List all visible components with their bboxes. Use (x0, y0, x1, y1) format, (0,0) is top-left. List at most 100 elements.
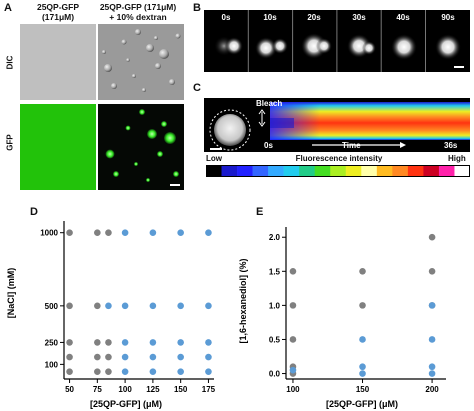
colorbar-cell (206, 165, 222, 177)
dic-image-droplets (98, 24, 184, 100)
colorbar-cell (407, 165, 424, 177)
colorbar-cell (454, 165, 470, 177)
chart-e-point-gray (359, 302, 366, 309)
chart-e-xtick-label: 200 (425, 385, 439, 394)
scale-title: Fluorescence intensity (295, 154, 383, 163)
chart-d-point-gray (105, 368, 112, 375)
colorbar-cell (237, 165, 253, 177)
chart-d-point-blue (177, 353, 184, 361)
colorbar-cell (376, 165, 393, 177)
chart-e-point-gray (289, 302, 297, 309)
gfp-image-plain (20, 104, 96, 190)
chart-e-ylabel: [1,6-hexanediol] (%) (238, 258, 248, 343)
chart-e-point-blue (359, 336, 366, 343)
chart-e-point-blue (359, 370, 366, 377)
chart-d-point-gray (66, 368, 73, 375)
chart-e-point-gray (359, 268, 366, 275)
chart-d-point-blue (149, 229, 157, 237)
kymograph: Bleach 0s Time 36s (204, 98, 470, 152)
colorbar-cell (283, 165, 300, 177)
colorbar-cell (314, 165, 331, 177)
chart-e-ytick-label: 2.0 (269, 233, 281, 242)
chart-d-point-gray (94, 368, 101, 375)
chart-d-point-gray (94, 353, 101, 361)
timepoint-5: 90s (441, 13, 455, 22)
chart-e-point-blue (289, 366, 297, 374)
chart-d: 50 75 100 125 150 175 100 250 500 1000 [25QP-GFP]… (6, 221, 216, 409)
panel-a-col1-header: 25QP-GFP (171μM) (20, 2, 96, 22)
chart-d-point-gray (66, 353, 73, 361)
chart-d-ytick-label: 100 (45, 360, 59, 369)
chart-e-point-gray (428, 268, 436, 275)
colorbar-cell (330, 165, 347, 177)
chart-d-point-blue (149, 368, 157, 375)
chart-d-point-blue (205, 229, 212, 237)
chart-d-point-gray (94, 229, 101, 237)
dic-image-plain (20, 24, 96, 100)
chart-d-point-blue (121, 302, 129, 310)
chart-d-point-gray (105, 229, 112, 237)
bleach-label: Bleach (256, 99, 283, 108)
chart-d-point-blue (149, 353, 157, 361)
colorbar-cell (438, 165, 455, 177)
chart-e: 100 150 200 0.0 0.5 1.0 1.5 2.0 [25QP-GFP] (μM)… (238, 227, 446, 409)
chart-d-point-blue (121, 353, 129, 361)
chart-d-xtick-label: 175 (202, 385, 216, 394)
chart-d-point-blue (205, 339, 212, 346)
intensity-colorbar (206, 165, 470, 177)
chart-d-xtick-label: 100 (118, 385, 132, 394)
chart-d-point-blue (149, 339, 157, 346)
colorbar-cell (345, 165, 362, 177)
chart-d-point-blue (149, 302, 157, 310)
chart-d-point-gray (94, 302, 101, 310)
panel-b-label: B (193, 2, 201, 14)
chart-e-point-blue (428, 302, 436, 309)
col1-header-line1: 25QP-GFP (36, 2, 80, 12)
chart-e-point-blue (359, 363, 366, 371)
chart-d-point-gray (66, 229, 73, 237)
chart-d-point-blue (121, 368, 129, 375)
colorbar-cell (392, 165, 409, 177)
chart-e-point-gray (289, 268, 297, 275)
chart-e-ytick-label: 1.0 (269, 301, 281, 310)
row-label-dic: DIC (5, 55, 15, 70)
scale-low-label: Low (206, 154, 222, 163)
chart-d-xtick-label: 50 (65, 385, 74, 394)
timepoint-3: 30s (352, 13, 366, 22)
panel-a-label: A (4, 2, 12, 14)
colorbar-cell (252, 165, 269, 177)
chart-e-point-gray (428, 233, 436, 241)
chart-e-ytick-label: 1.5 (269, 267, 281, 276)
panel-c-label: C (193, 82, 201, 94)
chart-d-xtick-label: 75 (93, 385, 102, 394)
col1-header-line2: (171μM) (41, 12, 75, 22)
chart-d-point-blue (177, 302, 184, 310)
chart-d-point-gray (105, 339, 112, 346)
time-axis-label: Time (342, 141, 361, 150)
colorbar-cell (361, 165, 378, 177)
chart-d-point-gray (94, 339, 101, 346)
chart-d-ytick-label: 250 (45, 338, 59, 347)
time-end-label: 36s (444, 141, 458, 150)
panel-e-label: E (256, 206, 264, 218)
chart-d-xlabel: [25QP-GFP] (μM) (90, 399, 162, 409)
chart-e-point-blue (428, 363, 436, 371)
chart-d-point-blue (177, 339, 184, 346)
chart-d-ylabel: [NaCl] (mM) (6, 268, 16, 319)
chart-e-xtick-label: 100 (286, 385, 300, 394)
time-start-label: 0s (264, 141, 273, 150)
chart-d-point-blue (105, 302, 112, 310)
chart-d-ytick-label: 500 (45, 302, 59, 311)
chart-e-xlabel: [25QP-GFP] (μM) (326, 399, 398, 409)
timepoint-4: 40s (396, 13, 410, 22)
chart-d-point-blue (205, 368, 212, 375)
kymograph-image (209, 102, 470, 151)
chart-d-point-blue (177, 229, 184, 237)
colorbar-cell (268, 165, 284, 177)
chart-e-point-blue (428, 336, 436, 343)
chart-e-point-gray (289, 336, 297, 343)
chart-e-xtick-label: 150 (356, 385, 370, 394)
colorbar-cell (423, 165, 440, 177)
chart-d-point-gray (66, 302, 73, 310)
chart-d-point-gray (105, 353, 112, 361)
